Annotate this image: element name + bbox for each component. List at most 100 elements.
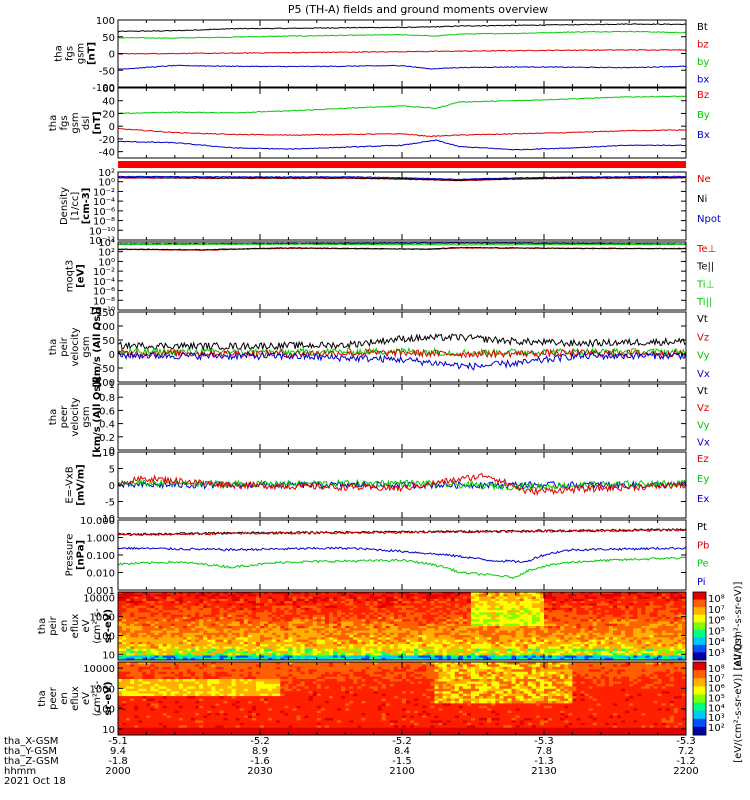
spectrogram-cell [466, 605, 472, 609]
spectrogram-cell [223, 637, 228, 640]
spectrogram-cell [170, 621, 176, 625]
y-axis-label: tha [54, 45, 65, 61]
spectrogram-cell [182, 644, 188, 647]
spectrogram-cell [446, 594, 452, 597]
spectrogram-cell [162, 628, 168, 631]
spectrogram-cell [130, 614, 135, 618]
spectrogram-cell [539, 616, 545, 620]
spectrogram-cell [353, 644, 358, 647]
spectrogram-cell [389, 596, 395, 600]
spectrogram-cell [264, 592, 269, 595]
spectrogram-cell [462, 601, 468, 604]
spectrogram-cell [661, 594, 667, 597]
spectrogram-cell [195, 596, 200, 600]
spectrogram-cell [564, 594, 569, 597]
spectrogram-cell [227, 614, 232, 618]
spectrogram-cell [669, 630, 675, 634]
spectrogram-cell [130, 662, 135, 665]
spectrogram-cell [296, 657, 301, 661]
spectrogram-cell [491, 598, 496, 602]
spectrogram-cell [211, 639, 216, 643]
spectrogram-cell [418, 628, 423, 631]
spectrogram-cell [657, 598, 663, 602]
spectrogram-cell [243, 594, 249, 597]
spectrogram-cell [186, 612, 192, 616]
spectrogram-cell [345, 641, 350, 645]
spectrogram-cell [645, 653, 650, 656]
spectrogram-cell [264, 596, 269, 600]
spectrogram-cell [170, 653, 176, 656]
colorbar-tick-label: 10⁴ [708, 637, 725, 648]
spectrogram-cell [186, 635, 192, 638]
spectrogram-cell [276, 610, 281, 613]
spectrogram-cell [349, 648, 354, 652]
spectrogram-cell [345, 598, 350, 602]
spectrogram-cell [434, 628, 439, 631]
spectrogram-cell [519, 616, 525, 620]
spectrogram-cell [203, 644, 208, 647]
spectrogram-cell [475, 594, 480, 597]
spectrogram-cell [118, 705, 123, 709]
spectrogram-cell [596, 594, 602, 597]
spectrogram-cell [296, 610, 301, 613]
spectrogram-cell [199, 603, 204, 606]
spectrogram-cell [381, 655, 387, 659]
spectrogram-cell [288, 653, 293, 656]
spectrogram-cell [373, 596, 379, 600]
spectrogram-cell [365, 637, 370, 640]
spectrogram-cell [239, 626, 245, 629]
spectrogram-cell [118, 612, 123, 616]
spectrogram-cell [333, 592, 338, 595]
spectrogram-cell [381, 639, 387, 643]
spectrogram-cell [158, 646, 164, 650]
spectrogram-cell [126, 614, 131, 618]
spectrogram-cell [499, 623, 504, 627]
legend-entry: Pb [697, 540, 709, 551]
spectrogram-cell [568, 655, 573, 659]
spectrogram-cell [458, 648, 464, 652]
spectrogram-cell [126, 623, 131, 627]
spectrogram-cell [560, 639, 565, 643]
spectrogram-cell [312, 619, 318, 622]
spectrogram-cell [438, 592, 443, 595]
spectrogram-cell [158, 594, 164, 597]
spectrogram-cell [328, 632, 334, 636]
spectrogram-cell [402, 619, 407, 622]
spectrogram-cell [337, 641, 342, 645]
spectrogram-cell [333, 626, 338, 629]
spectrogram-cell [539, 648, 545, 652]
spectrogram-cell [223, 650, 228, 654]
spectrogram-cell [621, 648, 626, 652]
spectrogram-cell [272, 598, 277, 602]
spectrogram-cell [191, 628, 196, 631]
spectrogram-cell [592, 619, 598, 622]
spectrogram-cell [657, 655, 663, 659]
spectrogram-cell [588, 650, 594, 654]
spectrogram-cell [470, 639, 476, 643]
spectrogram-cell [531, 603, 537, 606]
spectrogram-cell [296, 612, 301, 616]
spectrogram-cell [268, 603, 273, 606]
spectrogram-cell [495, 646, 500, 650]
spectrogram-cell [385, 657, 391, 661]
spectrogram-cell [312, 601, 318, 604]
spectrogram-cell [260, 621, 265, 625]
spectrogram-cell [316, 614, 322, 618]
spectrogram-cell [341, 603, 346, 606]
spectrogram-cell [389, 655, 395, 659]
spectrogram-cell [138, 632, 143, 636]
spectrogram-cell [126, 688, 131, 692]
spectrogram-cell [203, 607, 208, 611]
spectrogram-cell [430, 616, 435, 620]
spectrogram-cell [434, 653, 439, 656]
spectrogram-cell [608, 592, 614, 595]
spectrogram-cell [665, 637, 671, 640]
spectrogram-cell [268, 616, 273, 620]
spectrogram-cell [446, 619, 452, 622]
spectrogram-cell [426, 632, 431, 636]
spectrogram-cell [661, 657, 667, 661]
spectrogram-cell [406, 605, 411, 609]
spectrogram-cell [681, 614, 687, 618]
spectrogram-cell [661, 592, 667, 595]
spectrogram-cell [422, 655, 427, 659]
